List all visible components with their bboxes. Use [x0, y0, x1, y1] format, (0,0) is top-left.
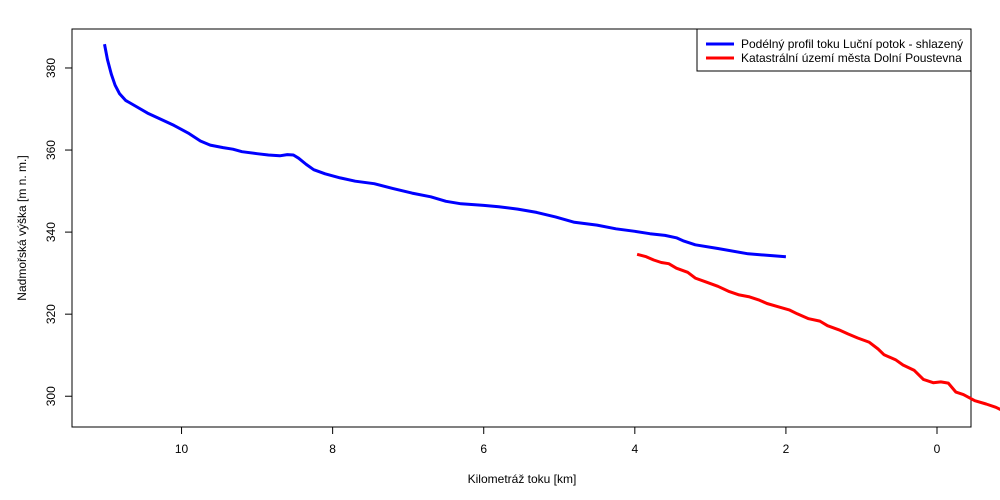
series-line-1 — [636, 252, 1000, 412]
y-tick-label: 340 — [44, 222, 58, 242]
legend: Podélný profil toku Luční potok - shlaze… — [696, 28, 972, 72]
series-line-0 — [103, 43, 787, 259]
x-tick-label: 2 — [783, 442, 790, 456]
x-axis: 10 8 6 4 2 0 — [175, 427, 941, 456]
y-tick-label: 300 — [44, 386, 58, 406]
legend-label-profile: Podélný profil toku Luční potok - shlaze… — [741, 37, 963, 51]
x-tick-label: 8 — [329, 442, 336, 456]
y-axis-title: Nadmořská výška [m n. m.] — [15, 155, 29, 300]
x-tick-label: 4 — [631, 442, 638, 456]
legend-box — [696, 28, 972, 72]
y-tick-label: 320 — [44, 304, 58, 324]
x-tick-label: 6 — [480, 442, 487, 456]
y-tick-label: 380 — [44, 58, 58, 78]
plot-frame — [71, 28, 972, 428]
y-axis: 300 320 340 360 380 — [44, 58, 72, 406]
y-tick-label: 360 — [44, 140, 58, 160]
plot-area — [71, 28, 1000, 428]
legend-label-cadastral: Katastrální území města Dolní Poustevna — [741, 51, 962, 65]
x-axis-title: Kilometráž toku [km] — [468, 472, 577, 486]
x-tick-label: 0 — [934, 442, 941, 456]
x-tick-label: 10 — [175, 442, 189, 456]
